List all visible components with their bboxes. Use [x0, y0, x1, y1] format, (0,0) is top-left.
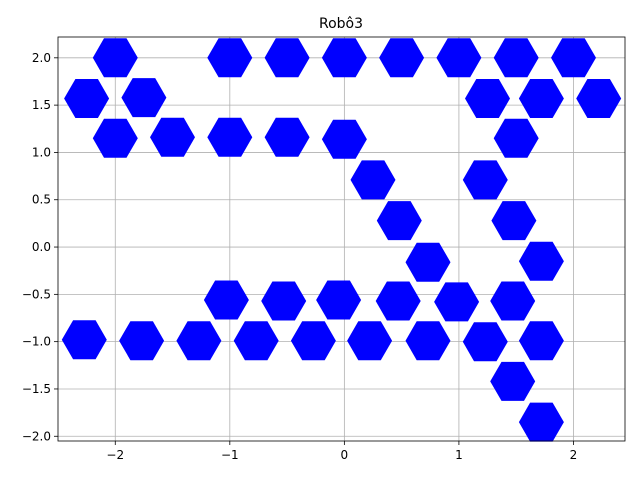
hexagon-marker [264, 117, 310, 157]
y-tick-label: −2.0 [22, 429, 51, 443]
hexagon-marker [405, 321, 451, 361]
y-tick-label: −1.0 [22, 335, 51, 349]
x-tick-label: −1 [221, 448, 239, 462]
hexagon-marker [434, 282, 480, 322]
data-markers [61, 38, 622, 442]
hexagon-marker [321, 38, 367, 78]
axes-frame [57, 36, 626, 442]
hexagon-marker [493, 38, 539, 78]
y-axis: −2.0 −1.5 −1.0 −0.5 0.0 0.5 1.0 1.5 2.0 [22, 51, 58, 443]
hexagon-marker [379, 38, 425, 78]
hexagon-marker [176, 321, 222, 361]
hexagon-marker [321, 119, 367, 159]
chart-title: Robô3 [319, 16, 363, 32]
hexagon-marker [203, 280, 249, 320]
hexagon-marker [465, 79, 510, 118]
hexagon-marker [436, 38, 482, 78]
y-tick-label: −1.5 [22, 382, 51, 396]
hexagon-marker [92, 38, 138, 78]
x-tick-label: −2 [106, 448, 124, 462]
hexagon-marker [518, 402, 564, 442]
hexagon-marker [264, 38, 310, 78]
hexagon-marker [576, 79, 622, 118]
hexagon-marker [350, 160, 396, 200]
hexagon-marker [290, 321, 336, 361]
y-tick-label: 2.0 [32, 51, 51, 65]
hexagon-marker [490, 281, 536, 321]
x-tick-label: 0 [341, 448, 349, 462]
hexagon-marker [490, 361, 536, 401]
hexagon-marker [61, 320, 107, 360]
y-tick-label: −0.5 [22, 287, 51, 301]
hexagon-marker [462, 160, 508, 200]
hexagon-marker [462, 322, 508, 362]
hexagon-marker [121, 78, 167, 118]
x-tick-label: 2 [570, 448, 578, 462]
hexagon-marker [150, 117, 195, 157]
hexagon-marker [207, 38, 253, 78]
hexagon-marker [261, 281, 307, 321]
hexagon-marker [376, 201, 422, 241]
x-tick-label: 1 [455, 448, 463, 462]
x-axis: −2 −1 0 1 2 [106, 441, 577, 462]
hexagon-marker [405, 242, 451, 282]
hexagon-marker [518, 321, 564, 361]
hexagon-marker [491, 201, 537, 241]
hexagon-marker [518, 241, 564, 281]
hexagon-marker [347, 321, 393, 361]
y-tick-label: 1.5 [32, 98, 51, 112]
hexagon-marker [233, 321, 279, 361]
hexagon-marker [375, 281, 421, 321]
hexagon-marker [207, 117, 253, 157]
y-tick-label: 0.5 [32, 193, 51, 207]
y-tick-label: 1.0 [32, 145, 51, 159]
hexagon-marker [518, 79, 564, 118]
hexagon-marker [316, 280, 362, 320]
hexagon-marker [64, 79, 110, 118]
hexagon-marker [551, 38, 596, 78]
y-tick-label: 0.0 [32, 240, 51, 254]
hexagon-marker [119, 321, 165, 361]
hexagon-marker [92, 118, 138, 158]
hexagon-marker [493, 118, 539, 158]
